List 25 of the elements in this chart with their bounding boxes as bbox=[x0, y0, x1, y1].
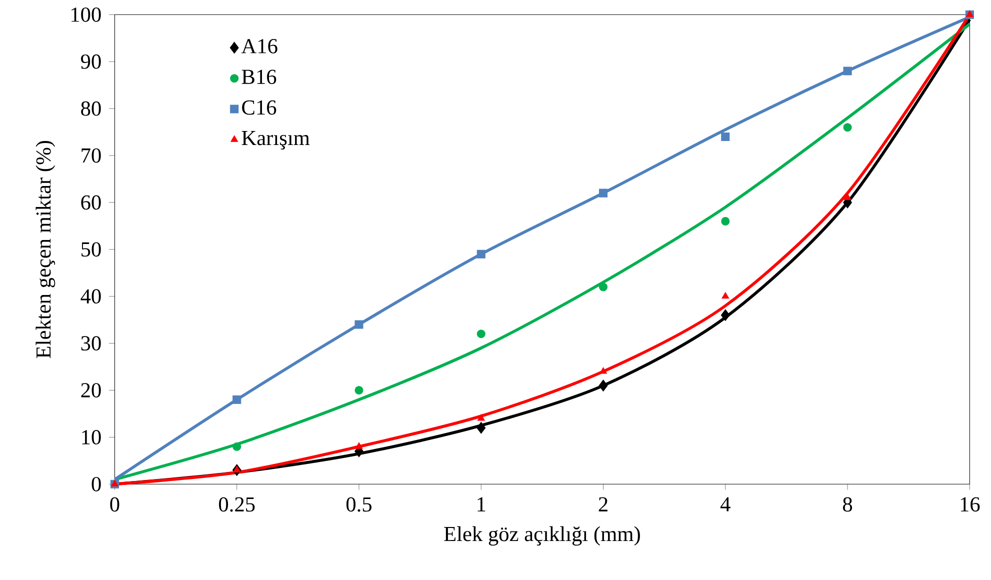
x-tick-label: 0.5 bbox=[346, 497, 372, 512]
x-tick-label: 0.25 bbox=[218, 497, 255, 512]
y-tick-label: 90 bbox=[80, 54, 101, 69]
x-tick-label: 16 bbox=[960, 497, 980, 512]
y-tick-label: 20 bbox=[81, 382, 101, 398]
legend-label: Karışım bbox=[242, 130, 310, 150]
y-tick-label: 10 bbox=[82, 430, 101, 444]
y-tick-label: 50 bbox=[82, 242, 101, 257]
x-tick-label: 1 bbox=[478, 497, 486, 512]
y-tick-label: 30 bbox=[81, 336, 101, 350]
y-tick-label: 0 bbox=[92, 476, 101, 492]
x-tick-label: 8 bbox=[843, 497, 852, 512]
y-tick-label: 100 bbox=[72, 7, 101, 22]
y-tick-label: 70 bbox=[82, 148, 101, 163]
x-tick-label: 4 bbox=[720, 497, 730, 512]
x-axis-title: Elek göz açıklığı (mm) bbox=[444, 526, 640, 546]
x-tick-label: 0 bbox=[110, 497, 120, 512]
y-tick-label: 60 bbox=[81, 195, 101, 210]
y-tick-label: 40 bbox=[80, 289, 101, 304]
legend-label: C16 bbox=[242, 100, 276, 115]
y-tick-label: 80 bbox=[81, 101, 101, 116]
x-tick-label: 2 bbox=[598, 497, 608, 512]
legend-label: A16 bbox=[241, 38, 278, 54]
legend-label: B16 bbox=[242, 70, 276, 84]
y-axis-title: Elekten geçen miktar (%) bbox=[36, 140, 56, 358]
